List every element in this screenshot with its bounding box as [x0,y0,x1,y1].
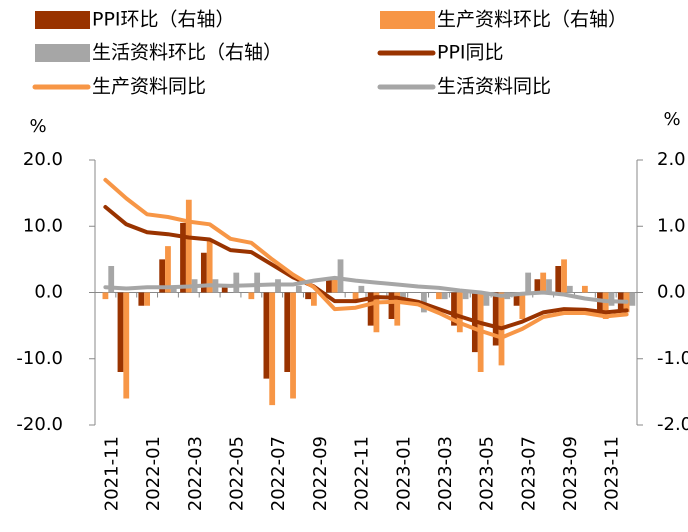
bar [326,279,332,293]
legend-swatch [380,11,435,29]
line [103,205,629,331]
bar [263,292,270,379]
bar [608,292,615,306]
bar [373,292,380,333]
bar [451,292,457,326]
bar [117,292,124,372]
bar [534,279,541,293]
legend-label: 生活资料同比 [437,76,551,98]
y2-tick-label: 1.0 [657,215,686,236]
bar [290,292,296,399]
bar [597,292,603,313]
bar [525,272,532,293]
legend-label: 生产资料同比 [92,76,206,98]
y-tick-label: -10.0 [16,348,63,369]
bar [159,259,166,293]
x-tick-label: 2021-11 [101,436,122,511]
bar [221,285,228,293]
x-tick-label: 2022-03 [185,436,206,511]
bar [138,292,145,306]
legend-swatch [35,44,90,62]
x-tick-label: 2023-01 [393,436,414,511]
bar [102,292,109,300]
line [103,275,629,304]
y-tick-label: 0.0 [34,282,63,303]
bar [540,272,547,293]
y2-tick-label: -2.0 [657,414,688,435]
x-tick-label: 2023-03 [435,436,456,511]
bar [555,266,562,293]
legend-label: 生产资料环比（右轴） [437,9,627,31]
bar [400,292,406,300]
bar [185,199,192,293]
bar [200,252,207,293]
y2-tick-label: -1.0 [657,348,688,369]
legend-swatch [35,11,90,29]
bar [462,292,469,300]
legend-label: PPI同比 [437,42,504,64]
bar [305,292,311,300]
bar [233,272,240,293]
bar [483,292,490,306]
bar [310,292,317,306]
bar [331,279,338,293]
legend-label: PPI环比（右轴） [92,9,235,31]
bar [561,259,567,293]
bar [546,279,552,293]
x-tick-label: 2023-11 [602,436,623,511]
bar [629,292,636,306]
x-tick-label: 2022-07 [268,436,289,511]
bar [581,285,588,293]
bar [492,292,499,346]
bar [352,292,359,300]
x-tick-label: 2023-07 [518,436,539,511]
bar [144,292,151,306]
bar [602,292,609,319]
bar [180,222,186,293]
y2-tick-label: 0.0 [657,282,686,303]
x-tick-label: 2023-05 [477,436,498,511]
bar [284,292,291,372]
bar [337,259,344,293]
y-tick-label: 10.0 [23,215,63,236]
bar [513,292,520,306]
x-tick-label: 2022-09 [310,436,331,511]
x-tick-label: 2023-09 [560,436,581,511]
legend-label: 生活资料环比（右轴） [92,42,282,64]
bar [254,272,261,293]
bar [436,292,442,300]
y-axis-label: % [29,116,46,137]
y-tick-label: -20.0 [16,414,63,435]
y-tick-label: 20.0 [23,149,63,170]
bar [519,292,526,319]
bar [248,292,255,300]
y2-axis-label: % [663,109,680,130]
bar [441,292,448,300]
y2-tick-label: 2.0 [657,149,686,170]
bar [358,285,365,293]
x-tick-label: 2022-11 [352,436,373,511]
bar [456,292,463,333]
bar [170,285,177,293]
bar [394,292,401,326]
line [103,177,629,340]
bar [367,292,374,326]
bar [388,292,395,319]
bar [269,292,276,406]
bar [108,266,115,293]
bar [566,285,573,293]
bar [295,285,302,293]
x-tick-label: 2022-01 [143,436,164,511]
bar [165,246,171,293]
x-tick-label: 2022-05 [227,436,248,511]
bar [123,292,130,399]
bar [206,239,213,293]
